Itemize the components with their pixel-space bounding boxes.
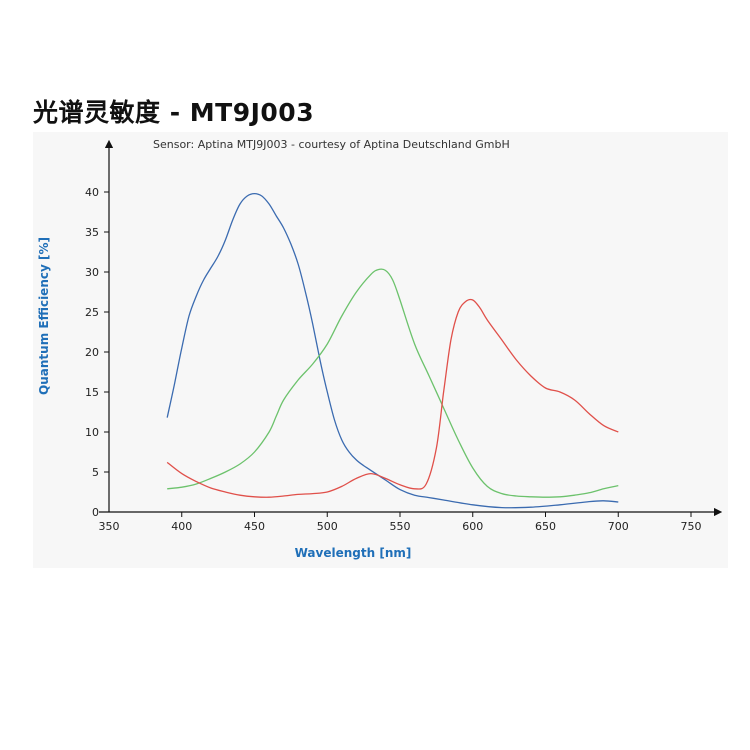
y-tick-label: 15 — [85, 386, 99, 399]
y-tick-label: 5 — [92, 466, 99, 479]
axis-ticks: 350 400 450 500 550 600 650 700 750 0 5 10 15 20 25 30 3… — [85, 186, 702, 533]
red-response-curve — [166, 298, 619, 498]
x-tick-label: 350 — [99, 520, 120, 533]
y-tick-label: 10 — [85, 426, 99, 439]
x-tick-label: 750 — [681, 520, 702, 533]
chart-subtitle: Sensor: Aptina MTJ9J003 - courtesy of Ap… — [153, 138, 510, 151]
x-axis-title: Wavelength [nm] — [295, 546, 412, 560]
x-tick-label: 500 — [317, 520, 338, 533]
y-tick-label: 40 — [85, 186, 99, 199]
x-tick-label: 550 — [390, 520, 411, 533]
y-tick-label: 35 — [85, 226, 99, 239]
axes — [99, 139, 723, 517]
x-tick-label: 600 — [462, 520, 483, 533]
x-tick-label: 650 — [535, 520, 556, 533]
y-tick-label: 0 — [92, 506, 99, 519]
chart-panel: Sensor: Aptina MTJ9J003 - courtesy of Ap… — [33, 132, 728, 568]
x-tick-label: 450 — [244, 520, 265, 533]
data-series — [166, 192, 619, 509]
y-tick-label: 30 — [85, 266, 99, 279]
page-title: 光谱灵敏度 - MT9J003 — [33, 98, 315, 127]
spectral-sensitivity-chart: Sensor: Aptina MTJ9J003 - courtesy of Ap… — [37, 138, 723, 560]
x-tick-label: 700 — [608, 520, 629, 533]
blue-response-curve — [166, 192, 619, 509]
green-response-curve — [167, 268, 619, 498]
y-axis-title: Quantum Efficiency [%] — [37, 237, 51, 395]
y-tick-label: 20 — [85, 346, 99, 359]
x-tick-label: 400 — [171, 520, 192, 533]
y-tick-label: 25 — [85, 306, 99, 319]
